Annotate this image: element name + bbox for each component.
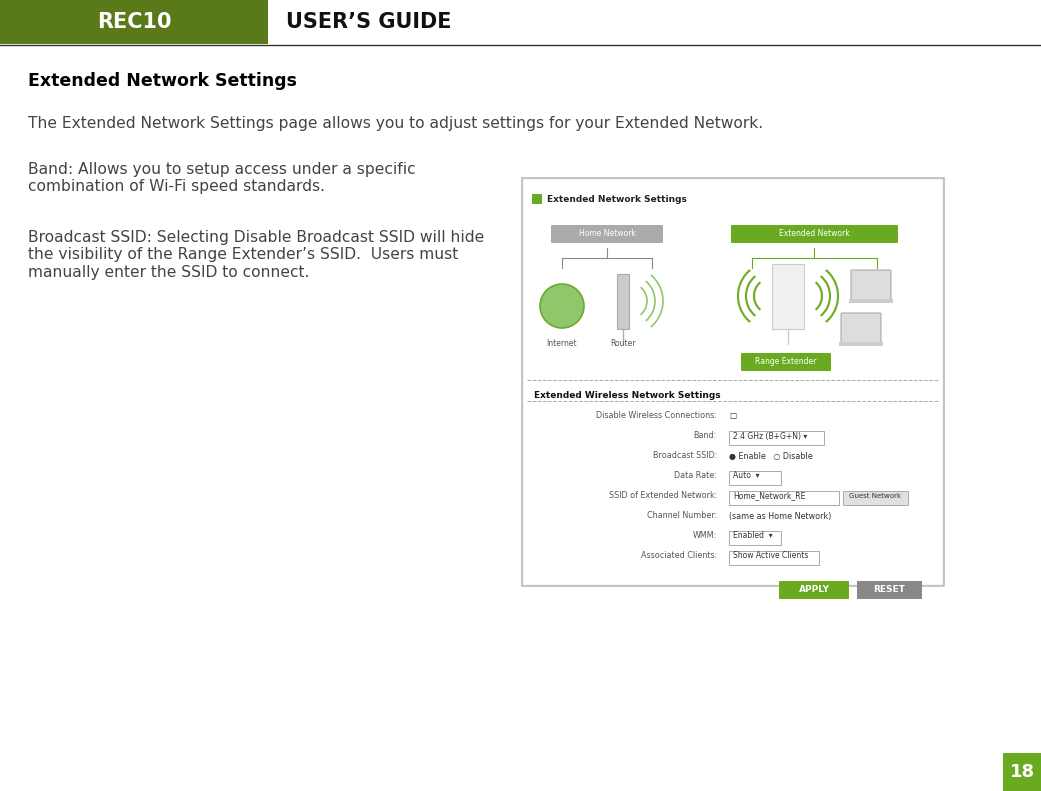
Text: APPLY: APPLY — [798, 585, 830, 595]
Bar — [729, 551, 819, 565]
FancyBboxPatch shape — [841, 313, 881, 343]
Bar — [779, 581, 849, 599]
Text: Broadcast SSID: Selecting Disable Broadcast SSID will hide
the visibility of the: Broadcast SSID: Selecting Disable Broadc… — [28, 230, 484, 280]
Text: Extended Network Settings: Extended Network Settings — [547, 195, 687, 203]
Bar — [0, 0, 268, 44]
FancyBboxPatch shape — [850, 270, 891, 300]
Bar — [839, 342, 883, 346]
Bar — [849, 299, 893, 303]
Text: Auto  ▾: Auto ▾ — [733, 471, 760, 480]
Bar — [772, 264, 804, 329]
Circle shape — [540, 284, 584, 328]
Bar — [617, 274, 629, 329]
Text: USER’S GUIDE: USER’S GUIDE — [286, 12, 452, 32]
Text: Associated Clients:: Associated Clients: — [641, 551, 717, 561]
Text: Show Active Clients: Show Active Clients — [733, 551, 809, 561]
Text: SSID of Extended Network:: SSID of Extended Network: — [609, 491, 717, 501]
Bar — [729, 531, 781, 545]
FancyBboxPatch shape — [551, 225, 663, 243]
Text: Channel Number:: Channel Number: — [646, 512, 717, 520]
Text: Band:: Band: — [693, 432, 717, 441]
Bar — [857, 581, 922, 599]
Text: Band: Allows you to setup access under a specific
combination of Wi-Fi speed sta: Band: Allows you to setup access under a… — [28, 162, 415, 195]
Bar — [729, 471, 781, 485]
Bar — [522, 178, 944, 586]
Text: Extended Network: Extended Network — [779, 229, 849, 239]
Text: 2.4 GHz (B+G+N) ▾: 2.4 GHz (B+G+N) ▾ — [733, 432, 807, 441]
Text: Data Rate:: Data Rate: — [675, 471, 717, 480]
Bar — [524, 180, 942, 584]
Text: Guest Network: Guest Network — [849, 493, 902, 499]
Text: (same as Home Network): (same as Home Network) — [729, 512, 832, 520]
Text: The Extended Network Settings page allows you to adjust settings for your Extend: The Extended Network Settings page allow… — [28, 116, 763, 131]
Text: Extended Wireless Network Settings: Extended Wireless Network Settings — [534, 392, 720, 400]
Text: RESET: RESET — [873, 585, 905, 595]
Text: Enabled  ▾: Enabled ▾ — [733, 532, 772, 540]
Text: Home Network: Home Network — [579, 229, 635, 239]
Text: Internet: Internet — [547, 339, 578, 349]
Text: REC10: REC10 — [97, 12, 172, 32]
Text: ☐: ☐ — [729, 411, 736, 421]
Text: Range Extender: Range Extender — [756, 358, 817, 366]
Text: Broadcast SSID:: Broadcast SSID: — [653, 452, 717, 460]
Text: 18: 18 — [1010, 763, 1035, 781]
Text: WMM:: WMM: — [692, 532, 717, 540]
Text: Router: Router — [610, 339, 636, 349]
Text: Home_Network_RE: Home_Network_RE — [733, 491, 806, 501]
Bar — [729, 491, 839, 505]
Bar — [532, 194, 542, 204]
Text: ● Enable   ○ Disable: ● Enable ○ Disable — [729, 452, 813, 460]
FancyBboxPatch shape — [731, 225, 898, 243]
Bar — [729, 431, 824, 445]
FancyBboxPatch shape — [741, 353, 831, 371]
Text: Disable Wireless Connections:: Disable Wireless Connections: — [596, 411, 717, 421]
Bar — [843, 491, 908, 505]
Text: Extended Network Settings: Extended Network Settings — [28, 72, 297, 90]
Bar — [1002, 753, 1041, 791]
